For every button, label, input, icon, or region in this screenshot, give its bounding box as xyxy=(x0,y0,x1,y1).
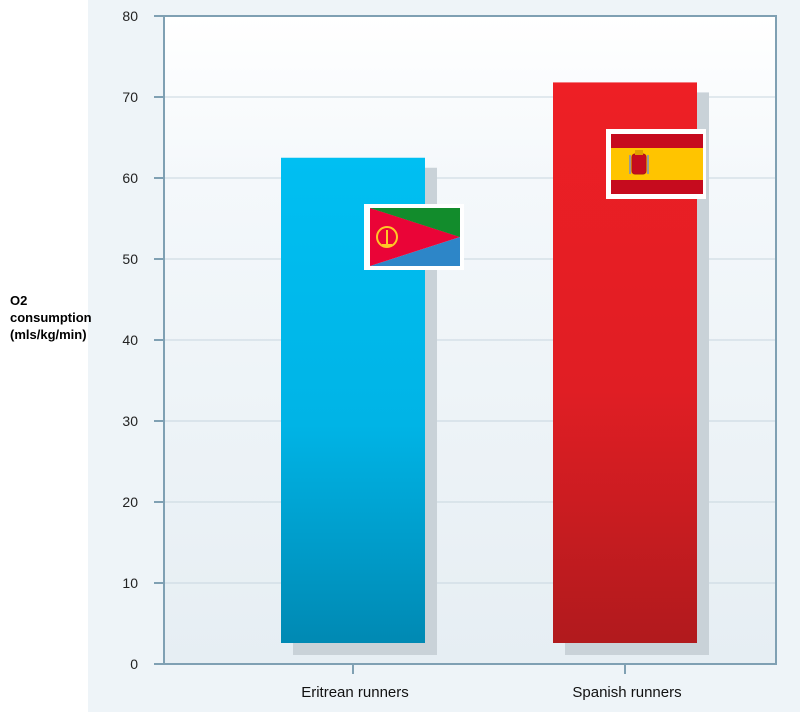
y-tick-label: 40 xyxy=(122,332,138,348)
eritrea-flag xyxy=(364,204,464,270)
x-axis: Eritrean runners Spanish runners xyxy=(301,664,682,701)
y-tick-label: 60 xyxy=(122,170,138,186)
y-axis-title-line-1: O2 xyxy=(10,293,28,308)
y-tick-label: 20 xyxy=(122,494,138,510)
y-tick-label: 10 xyxy=(122,575,138,591)
y-tick-label: 70 xyxy=(122,89,138,105)
y-tick-label: 0 xyxy=(130,656,138,672)
x-tick-label: Spanish runners xyxy=(572,684,681,701)
spain-flag xyxy=(606,129,706,199)
y-tick-label: 30 xyxy=(122,413,138,429)
y-tick-label: 80 xyxy=(122,8,138,24)
x-tick-label: Eritrean runners xyxy=(301,684,409,701)
y-axis: 0 10 20 30 40 50 60 70 80 xyxy=(122,8,164,672)
y-axis-title: O2 consumption (mls/kg/min) xyxy=(10,292,120,343)
y-tick-label: 50 xyxy=(122,251,138,267)
y-axis-title-line-3: (mls/kg/min) xyxy=(10,327,87,342)
y-axis-title-line-2: consumption xyxy=(10,310,92,325)
